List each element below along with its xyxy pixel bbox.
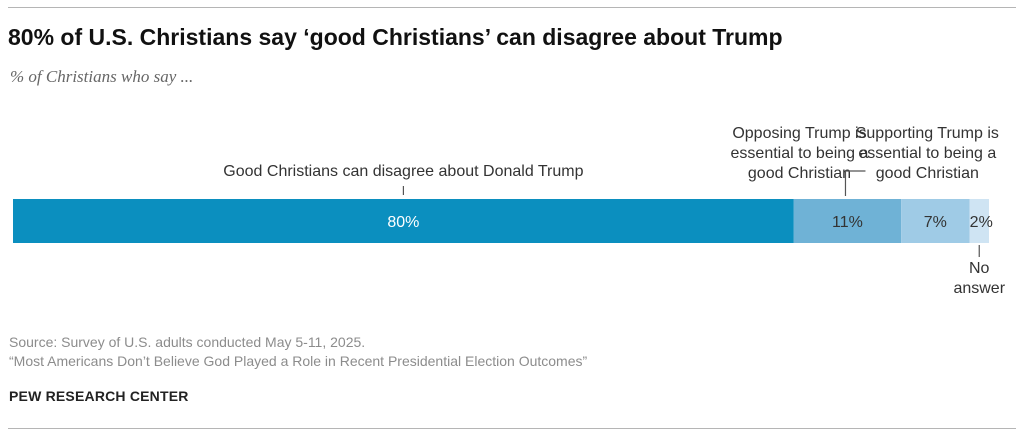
segment-label-4-line-1: No xyxy=(969,260,990,277)
bar-segment-2 xyxy=(793,199,902,243)
bar-segment-4 xyxy=(969,199,989,243)
leader-line-2 xyxy=(844,170,866,196)
report-title-line: “Most Americans Don’t Believe God Played… xyxy=(9,353,588,369)
segment-label-3-line-2: essential to being a xyxy=(858,145,996,162)
segment-label-2-line-1: Opposing Trump is xyxy=(732,125,866,142)
data-label-3: 7% xyxy=(924,214,947,231)
bar-segment-1 xyxy=(13,199,794,243)
chart-title: 80% of U.S. Christians say ‘good Christi… xyxy=(8,24,783,50)
source-note: Source: Survey of U.S. adults conducted … xyxy=(9,333,587,371)
data-label-1: 80% xyxy=(387,214,419,231)
segment-label-2-line-3: good Christian xyxy=(748,165,851,182)
stacked-bar-chart: 80% Good Christians can disagree about Do… xyxy=(13,125,1006,297)
segment-label-3-line-1: Supporting Trump is xyxy=(856,125,999,142)
chart-subtitle: % of Christians who say ... xyxy=(10,67,194,86)
data-label-2: 11% xyxy=(832,214,863,231)
segment-label-4-line-2: answer xyxy=(953,280,1005,297)
segment-label-2-line-2: essential to being a xyxy=(731,145,869,162)
top-rule xyxy=(8,7,1016,8)
bar-segment-3 xyxy=(901,199,970,243)
source-line: Source: Survey of U.S. adults conducted … xyxy=(9,334,366,350)
data-label-4: 2% xyxy=(970,214,993,231)
segment-label-1-line-1: Good Christians can disagree about Donal… xyxy=(223,163,583,180)
bottom-rule xyxy=(8,428,1016,429)
segment-label-3-line-3: good Christian xyxy=(876,165,979,182)
organization-name: PEW RESEARCH CENTER xyxy=(9,388,189,404)
